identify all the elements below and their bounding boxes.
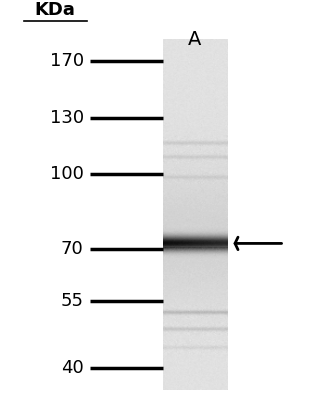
Text: 70: 70 [61,240,84,258]
Text: 170: 170 [50,52,84,70]
Text: 55: 55 [61,292,84,310]
Text: 40: 40 [61,359,84,377]
Text: 130: 130 [50,109,84,127]
Text: KDa: KDa [35,1,76,19]
Text: 100: 100 [50,165,84,183]
Text: A: A [188,30,201,48]
